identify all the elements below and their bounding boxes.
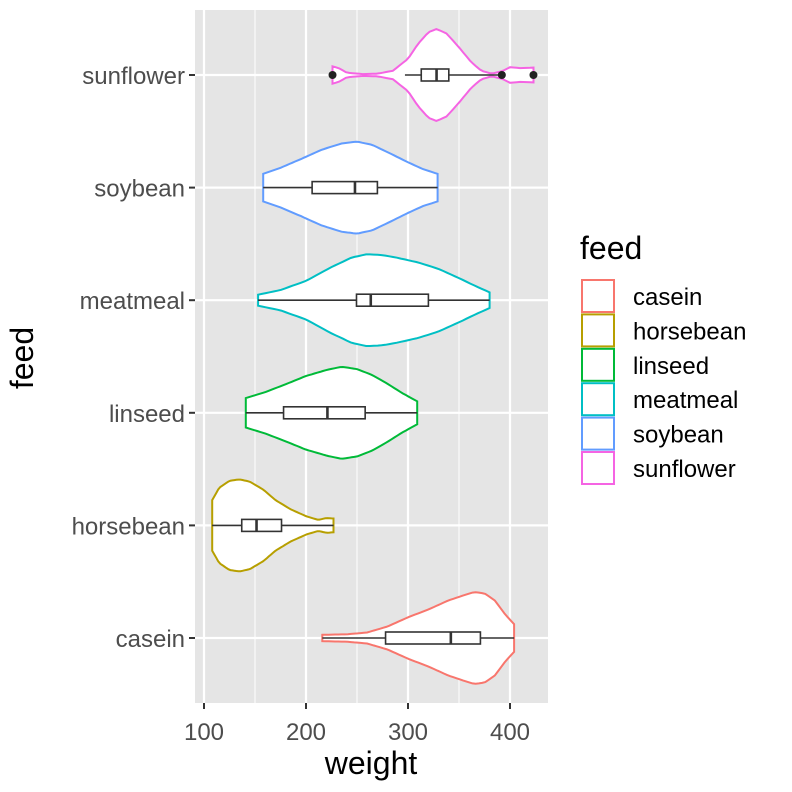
outlier-point	[328, 71, 337, 79]
legend-label: horsebean	[633, 318, 746, 345]
x-tick-label: 400	[490, 719, 530, 746]
box-soybean	[311, 180, 379, 195]
y-tick-label: horsebean	[72, 513, 185, 540]
legend-label: meatmeal	[633, 387, 738, 414]
x-axis-ticks: 100 200 300 400	[184, 703, 530, 746]
x-tick-label: 300	[388, 719, 428, 746]
minor-gridlines	[254, 10, 460, 703]
legend-key-horsebean	[581, 313, 615, 348]
box-sunflower	[420, 68, 450, 82]
box-casein	[384, 631, 482, 645]
x-tick-label: 200	[286, 719, 326, 746]
boxplot-layer	[212, 68, 538, 645]
outlier-point	[497, 71, 506, 79]
legend-label: linseed	[633, 353, 709, 380]
box-horsebean	[240, 518, 283, 533]
y-axis-title: feed	[4, 327, 40, 389]
box-meatmeal	[355, 293, 430, 308]
box-linseed	[282, 405, 366, 420]
legend-key-sunflower	[581, 451, 615, 485]
legend-key-casein	[581, 279, 615, 313]
legend-key-meatmeal	[581, 382, 615, 417]
x-tick-label: 100	[184, 719, 224, 746]
y-tick-label: casein	[116, 626, 185, 653]
y-tick-label: soybean	[94, 176, 185, 203]
legend-key-soybean	[581, 416, 615, 451]
legend-key-linseed	[581, 347, 615, 382]
legend-label: soybean	[633, 422, 724, 449]
panel-background	[195, 10, 548, 703]
legend-label: sunflower	[633, 456, 736, 483]
y-tick-label: meatmeal	[80, 288, 185, 315]
x-axis-title: weight	[324, 745, 418, 781]
y-tick-label: linseed	[109, 401, 185, 428]
legend-label: casein	[633, 284, 702, 311]
y-tick-label: sunflower	[82, 63, 185, 90]
y-axis-ticks: casein horsebean linseed meatmeal soybean sun…	[72, 63, 195, 653]
legend: feed casein horsebean linseed meatmeal soybe…	[580, 230, 746, 485]
legend-title: feed	[580, 230, 642, 266]
outlier-point	[529, 71, 538, 79]
